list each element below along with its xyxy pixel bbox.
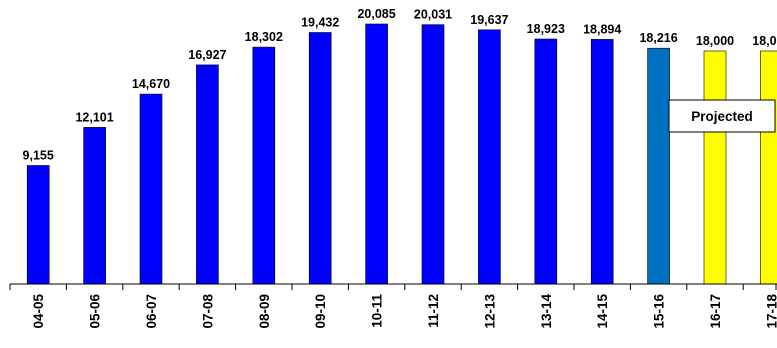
bar-09-10 xyxy=(308,32,332,285)
value-label-05-06: 12,101 xyxy=(75,110,113,124)
bar-12-13 xyxy=(478,29,501,285)
value-label-13-14: 18,923 xyxy=(527,22,565,36)
value-label-17-18: 18,000 xyxy=(752,34,777,48)
x-tick-label-10-11: 10-11 xyxy=(370,294,385,328)
bar-06-07 xyxy=(139,93,163,285)
x-tick-label-17-18: 17-18 xyxy=(764,294,777,329)
bar-05-06 xyxy=(83,127,106,285)
x-tick-label-12-13: 12-13 xyxy=(482,294,497,329)
bar-16-17 xyxy=(703,50,727,285)
bar-14-15 xyxy=(590,39,614,285)
projected-annotation-box xyxy=(668,99,776,133)
bar-10-11 xyxy=(365,23,388,285)
value-label-14-15: 18,894 xyxy=(583,22,621,36)
x-tick-label-05-06: 05-06 xyxy=(88,294,103,329)
bar-13-14 xyxy=(534,38,558,285)
value-label-07-08: 16,927 xyxy=(188,48,226,62)
x-tick-label-09-10: 09-10 xyxy=(313,294,328,329)
x-tick-label-13-14: 13-14 xyxy=(539,294,554,329)
bar-11-12 xyxy=(421,24,445,285)
value-label-15-16: 18,216 xyxy=(639,31,677,45)
bars-group xyxy=(26,23,777,285)
x-tick-label-08-09: 08-09 xyxy=(257,294,272,329)
value-label-16-17: 18,000 xyxy=(696,34,734,48)
value-label-08-09: 18,302 xyxy=(245,30,283,44)
bar-08-09 xyxy=(252,46,276,285)
value-label-04-05: 9,155 xyxy=(23,149,54,163)
bar-15-16 xyxy=(647,47,670,285)
bar-17-18 xyxy=(760,50,777,285)
bar-07-08 xyxy=(196,64,219,285)
x-tick-label-15-16: 15-16 xyxy=(652,294,667,329)
x-tick-label-06-07: 06-07 xyxy=(144,294,159,329)
bar-04-05 xyxy=(26,165,50,285)
x-tick-label-11-12: 11-12 xyxy=(426,294,441,328)
value-label-09-10: 19,432 xyxy=(301,16,339,30)
x-tick-labels-group: 04-05 05-06 06-07 07-08 08-09 09-10 10-11 11-12… xyxy=(31,294,777,329)
x-tick-label-04-05: 04-05 xyxy=(31,294,46,329)
x-tick-label-07-08: 07-08 xyxy=(200,294,215,329)
projected-annotation-label: Projected xyxy=(691,109,753,124)
value-labels-group: 9,155 12,101 14,670 16,927 18,302 19,432 20,08… xyxy=(23,7,777,163)
value-label-12-13: 19,637 xyxy=(470,13,508,27)
value-label-10-11: 20,085 xyxy=(357,7,395,21)
projected-annotation: Projected xyxy=(668,99,776,133)
x-ticks-group xyxy=(9,284,777,290)
value-label-11-12: 20,031 xyxy=(414,8,452,22)
x-tick-label-16-17: 16-17 xyxy=(708,294,723,329)
x-tick-label-14-15: 14-15 xyxy=(595,294,610,329)
value-label-06-07: 14,670 xyxy=(132,77,170,91)
